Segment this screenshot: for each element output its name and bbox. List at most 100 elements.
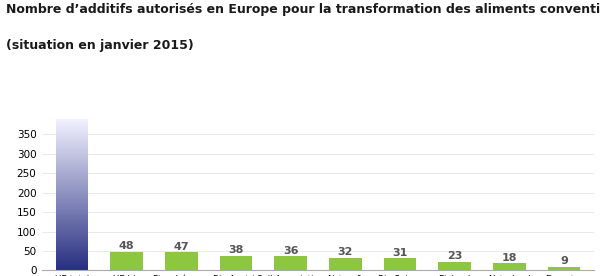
Bar	[56, 119, 88, 120]
Bar	[56, 176, 88, 177]
Bar	[56, 214, 88, 215]
Bar	[56, 196, 88, 197]
Bar	[56, 140, 88, 141]
Bar	[56, 186, 88, 187]
Bar	[56, 187, 88, 188]
Bar	[56, 136, 88, 137]
Bar	[274, 256, 307, 270]
Bar	[56, 122, 88, 123]
Bar	[56, 262, 88, 263]
Bar	[56, 221, 88, 222]
Bar	[56, 201, 88, 202]
Bar	[56, 206, 88, 207]
Bar	[56, 131, 88, 132]
Text: 48: 48	[119, 241, 134, 251]
Bar	[56, 207, 88, 208]
Bar	[56, 249, 88, 250]
Bar	[56, 203, 88, 204]
Bar	[56, 135, 88, 136]
Bar	[56, 259, 88, 260]
Bar	[56, 126, 88, 127]
Bar	[56, 188, 88, 189]
Bar	[56, 248, 88, 249]
Bar	[383, 258, 416, 270]
Bar	[56, 235, 88, 236]
Text: 32: 32	[338, 248, 353, 258]
Bar	[56, 124, 88, 125]
Bar	[56, 132, 88, 133]
Bar	[56, 225, 88, 226]
Bar	[56, 178, 88, 179]
Bar	[56, 258, 88, 259]
Bar	[56, 239, 88, 240]
Bar	[56, 177, 88, 178]
Bar	[56, 202, 88, 203]
Bar	[56, 167, 88, 168]
Bar	[56, 242, 88, 243]
Bar	[56, 190, 88, 191]
Bar	[56, 228, 88, 229]
Bar	[56, 219, 88, 220]
Text: 9: 9	[560, 256, 568, 266]
Bar	[56, 170, 88, 171]
Bar	[56, 160, 88, 161]
Bar	[56, 261, 88, 262]
Bar	[56, 241, 88, 242]
Bar	[56, 236, 88, 237]
Bar	[56, 251, 88, 252]
Bar	[56, 198, 88, 199]
Bar	[56, 143, 88, 144]
Bar	[56, 189, 88, 190]
Bar	[56, 226, 88, 227]
Bar	[56, 168, 88, 169]
Bar	[56, 245, 88, 246]
Bar	[56, 127, 88, 128]
Bar	[56, 137, 88, 138]
Bar	[56, 233, 88, 234]
Bar	[56, 230, 88, 231]
Bar	[56, 171, 88, 172]
Bar	[56, 154, 88, 155]
Bar	[56, 243, 88, 244]
Bar	[56, 149, 88, 150]
Bar	[56, 148, 88, 149]
Bar	[56, 240, 88, 241]
Bar	[56, 169, 88, 170]
Bar	[56, 130, 88, 131]
Bar	[56, 139, 88, 140]
Bar	[56, 250, 88, 251]
Bar	[56, 266, 88, 267]
Bar	[56, 260, 88, 261]
Bar	[56, 263, 88, 264]
Bar	[56, 120, 88, 121]
Bar	[56, 229, 88, 230]
Bar	[438, 262, 471, 270]
Bar	[56, 197, 88, 198]
Bar	[56, 151, 88, 152]
Bar	[56, 123, 88, 124]
Bar	[56, 129, 88, 130]
Bar	[56, 223, 88, 224]
Bar	[56, 237, 88, 238]
Bar	[56, 215, 88, 216]
Bar	[56, 210, 88, 211]
Bar	[56, 264, 88, 265]
Bar	[110, 252, 143, 270]
Bar	[220, 256, 253, 270]
Bar	[56, 156, 88, 157]
Bar	[56, 224, 88, 225]
Bar	[56, 231, 88, 232]
Bar	[56, 234, 88, 235]
Bar	[56, 238, 88, 239]
Bar	[56, 267, 88, 268]
Bar	[56, 232, 88, 233]
Bar	[56, 269, 88, 270]
Bar	[56, 128, 88, 129]
Bar	[56, 184, 88, 185]
Bar	[56, 256, 88, 257]
Bar	[56, 208, 88, 209]
Bar	[56, 195, 88, 196]
Bar	[56, 247, 88, 248]
Bar	[56, 220, 88, 221]
Bar	[56, 216, 88, 217]
